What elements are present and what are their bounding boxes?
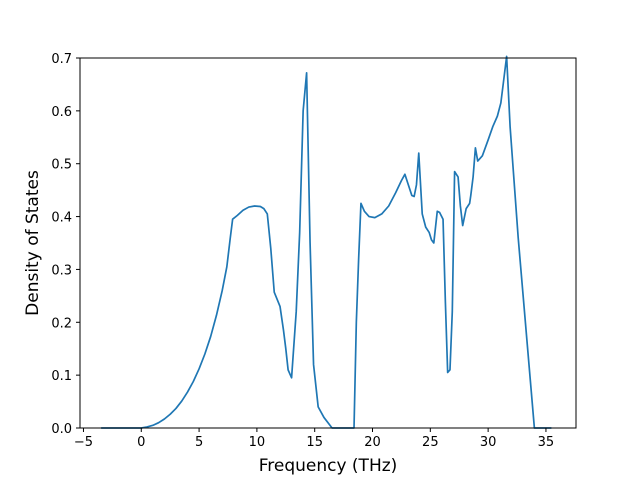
y-axis-label: Density of States [23,170,43,316]
y-tick-label: 0.5 [51,158,72,173]
x-tick-label: 10 [249,435,266,450]
y-tick-label: 0.1 [51,369,72,384]
x-axis-label: Frequency (THz) [259,456,398,476]
x-tick-label: 20 [364,435,381,450]
x-tick-label: 0 [137,435,145,450]
y-tick-label: 0.0 [51,422,72,437]
x-tick-label: 35 [538,435,555,450]
x-tick-label: 30 [480,435,497,450]
plot-frame [79,57,577,429]
x-ticks: −5 0 5 10 15 20 25 30 35 [74,428,554,450]
series-layer [101,55,552,429]
dos-series-line-0 [101,55,552,429]
y-tick-label: 0.6 [51,105,72,120]
y-tick-label: 0.3 [51,263,72,278]
x-tick-label: 15 [306,435,323,450]
x-tick-label: 25 [422,435,439,450]
y-ticks: 0.0 0.1 0.2 0.3 0.4 0.5 0.6 0.7 [51,52,80,437]
x-tick-label: 5 [195,435,203,450]
y-tick-label: 0.7 [51,52,72,67]
y-tick-label: 0.2 [51,316,72,331]
x-tick-label: −5 [74,435,93,450]
y-tick-label: 0.4 [51,211,72,226]
